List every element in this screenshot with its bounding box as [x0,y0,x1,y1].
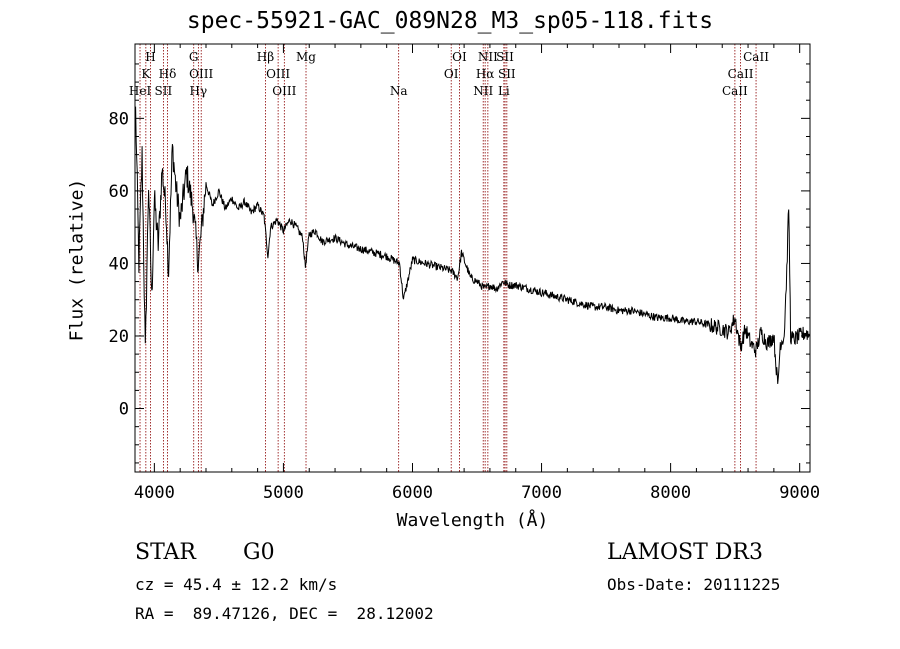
line-label-2: Hδ [159,67,177,81]
plot-frame [134,43,811,473]
survey-name: LAMOST DR3 [607,540,763,565]
line-label-11: Mg [296,50,316,64]
line-label-16: SII [496,50,514,64]
x-tick-label-1: 5000 [263,483,304,503]
line-label-13: OI [452,50,467,64]
line-label-1: K [141,67,151,81]
x-tick-label-2: 6000 [392,483,433,503]
y-tick-label-4: 80 [109,109,129,129]
y-tick-label-2: 40 [109,254,129,274]
line-label-8: Hβ [257,50,274,64]
spectrum-series [135,106,810,384]
line-label-22: CaII [728,67,754,81]
redshift-velocity: cz = 45.4 ± 12.2 km/s [135,575,338,594]
plot-axes [134,43,811,473]
spectrum-line [135,106,810,384]
y-axis-label: Flux (relative) [66,178,88,342]
axis-ticks: 4000 5000 6000 7000 8000 9000 0 20 40 60 80 [109,44,820,503]
spectral-line-markers [139,44,757,472]
y-tick-label-0: 0 [119,400,129,420]
y-tick-label-3: 60 [109,182,129,202]
line-label-17: Hα [476,67,495,81]
line-label-20: Li [498,84,510,98]
coordinates: RA = 89.47126, DEC = 28.12002 [135,604,434,623]
line-label-3: HeI [129,84,152,98]
line-label-0: H [145,50,155,64]
chart-title: spec-55921-GAC_089N28_M3_sp05-118.fits [186,8,714,34]
line-label-19: NII [473,84,493,98]
observation-date: Obs-Date: 20111225 [607,575,781,594]
line-label-4: SII [155,84,173,98]
line-label-9: OIII [266,67,290,81]
y-tick-label-1: 20 [109,327,129,347]
line-label-7: Hγ [190,84,208,98]
x-axis-label: Wavelength (Å) [396,510,549,531]
line-label-5: G [189,50,199,64]
line-label-18: SII [498,67,516,81]
line-label-10: OIII [272,84,296,98]
x-tick-label-0: 4000 [134,483,175,503]
line-label-12: Na [390,84,408,98]
line-label-6: OIII [189,67,213,81]
line-label-23: CaII [722,84,748,98]
x-tick-label-3: 7000 [521,483,562,503]
line-label-15: NII [478,50,498,64]
x-tick-label-4: 8000 [650,483,691,503]
line-label-14: OI [444,67,459,81]
line-label-21: CaII [743,50,769,64]
object-class: STAR [135,540,196,565]
x-tick-label-5: 9000 [779,483,820,503]
object-subclass: G0 [243,540,275,565]
